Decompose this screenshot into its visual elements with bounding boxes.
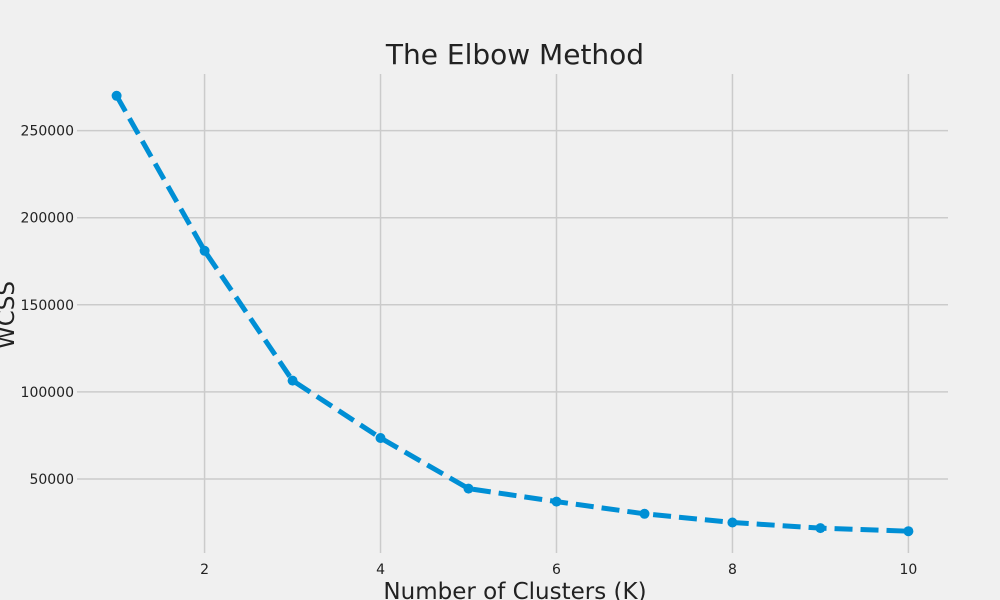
x-tick-label: 2 [200,562,209,578]
series-line [114,94,909,534]
data-point-k10 [903,526,914,537]
data-point-k7 [639,508,650,519]
y-tick-label: 200000 [21,211,74,227]
y-tick-label: 50000 [29,472,74,488]
data-point-k1 [111,90,122,101]
y-tick-label: 100000 [21,385,74,401]
data-point-k9 [815,523,826,534]
y-tick-label: 150000 [21,298,74,314]
y-tick-label: 250000 [21,124,74,140]
data-point-k6 [551,496,562,507]
chart-title: The Elbow Method [385,38,644,71]
data-point-k4 [375,433,386,443]
data-point-k5 [463,483,474,494]
x-tick-label: 4 [376,562,385,578]
x-tick-label: 8 [728,562,737,578]
grid-layer [77,74,948,553]
data-point-k2 [199,245,210,256]
series-layer [111,90,914,537]
y-axis-title: WCSS [0,281,20,349]
data-point-k8 [727,517,738,528]
x-axis-title: Number of Clusters (K) [383,579,646,600]
tick-label-layer: 2 4 6 8 10 50000 100000 150000 200000 250000 [21,124,918,578]
x-tick-label: 6 [552,562,561,578]
x-tick-label: 10 [899,562,917,578]
data-point-k3 [287,375,298,386]
